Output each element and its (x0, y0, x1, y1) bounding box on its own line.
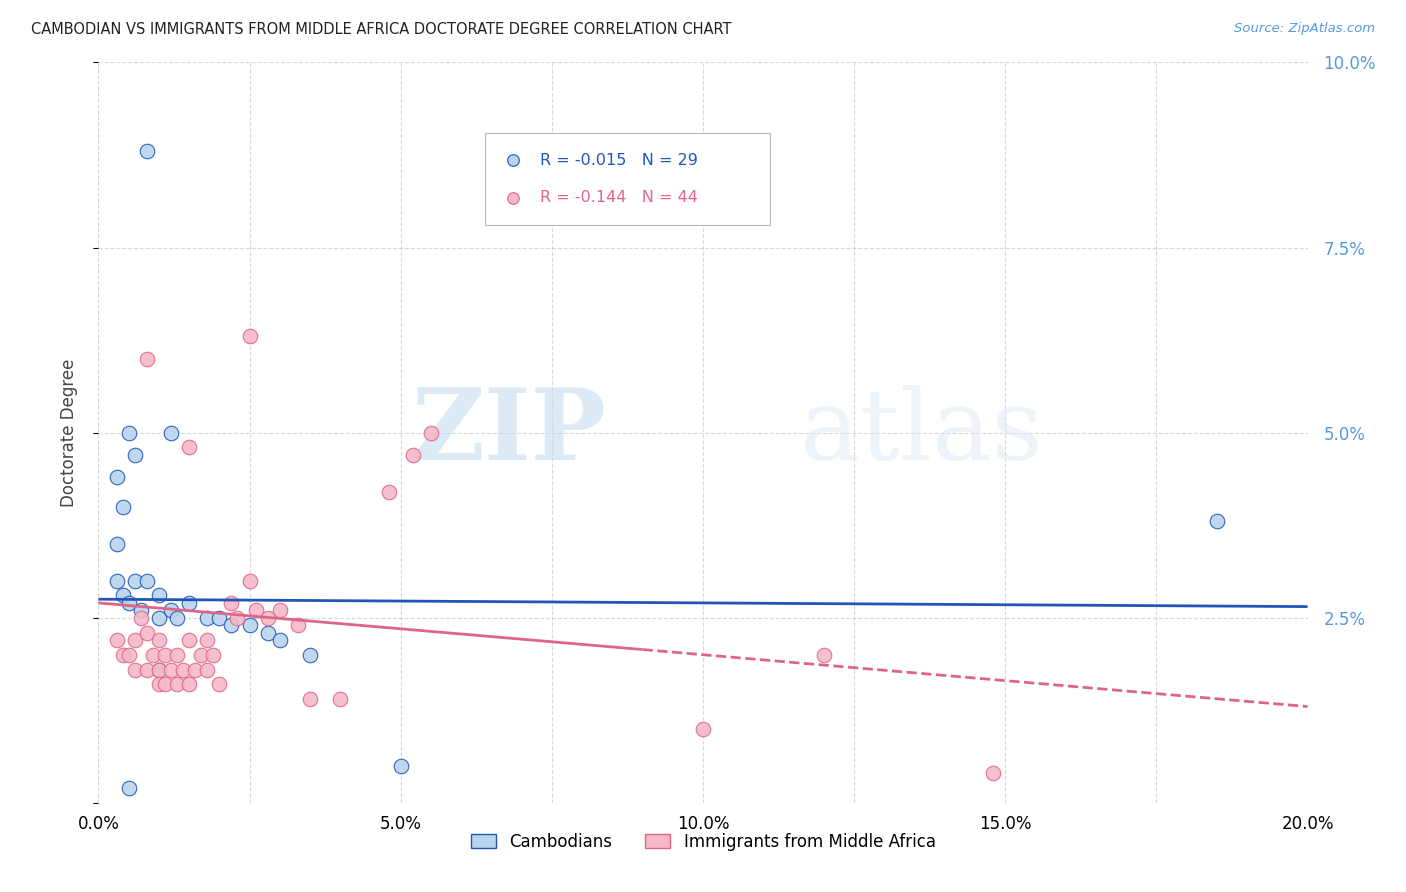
Point (111, 500, 134, 514)
Point (208, 677, 231, 691)
Point (239, 574, 262, 588)
Point (269, 603, 291, 617)
Point (153, 677, 176, 691)
Point (981, 766, 1004, 780)
Point (239, 329, 262, 343)
Point (269, 632, 291, 647)
Legend: Cambodians, Immigrants from Middle Africa: Cambodians, Immigrants from Middle Afric… (464, 826, 942, 857)
Point (813, 648, 835, 662)
Point (135, 351, 157, 366)
Point (195, 663, 218, 677)
Point (389, 758, 412, 772)
Point (160, 425, 183, 440)
Point (135, 145, 157, 159)
Point (190, 648, 212, 662)
Point (124, 632, 146, 647)
Point (124, 574, 146, 588)
Point (105, 632, 128, 647)
Point (111, 589, 134, 603)
Point (135, 574, 157, 588)
Point (420, 425, 443, 440)
Point (124, 663, 146, 677)
Point (221, 618, 243, 632)
Point (1206, 515, 1229, 529)
Point (402, 448, 425, 462)
Text: R = -0.015   N = 29: R = -0.015 N = 29 (540, 153, 697, 168)
Point (160, 603, 183, 617)
Point (148, 663, 170, 677)
Point (299, 692, 322, 706)
FancyBboxPatch shape (485, 133, 769, 226)
Point (256, 625, 278, 640)
Point (111, 648, 134, 662)
Point (179, 441, 201, 455)
Point (148, 663, 170, 677)
Point (148, 610, 170, 624)
Point (118, 596, 141, 610)
Point (118, 780, 141, 795)
Point (239, 618, 262, 632)
Point (166, 648, 188, 662)
Point (148, 677, 170, 691)
Point (105, 574, 128, 588)
Point (329, 692, 352, 706)
Point (148, 589, 170, 603)
Point (105, 536, 128, 550)
Point (166, 610, 188, 624)
Point (142, 648, 165, 662)
Point (129, 610, 152, 624)
Point (692, 722, 714, 736)
Point (166, 677, 188, 691)
Point (195, 632, 218, 647)
Point (179, 596, 201, 610)
Text: Source: ZipAtlas.com: Source: ZipAtlas.com (1234, 22, 1375, 36)
Text: R = -0.144   N = 44: R = -0.144 N = 44 (540, 190, 697, 205)
Point (153, 648, 176, 662)
Point (118, 648, 141, 662)
Point (221, 596, 243, 610)
Point (377, 484, 399, 499)
Text: atlas: atlas (800, 384, 1042, 481)
Point (148, 632, 170, 647)
Point (184, 663, 207, 677)
Point (118, 425, 141, 440)
Point (172, 663, 194, 677)
Text: ZIP: ZIP (412, 384, 606, 481)
Point (299, 648, 322, 662)
Point (129, 603, 152, 617)
Point (135, 625, 157, 640)
Point (160, 663, 183, 677)
Point (179, 677, 201, 691)
Point (195, 610, 218, 624)
Point (124, 448, 146, 462)
Point (135, 663, 157, 677)
Point (287, 618, 309, 632)
Point (226, 610, 249, 624)
Point (256, 610, 278, 624)
Point (202, 648, 225, 662)
Y-axis label: Doctorate Degree: Doctorate Degree (59, 359, 77, 507)
Point (208, 610, 231, 624)
Point (179, 632, 201, 647)
Point (105, 470, 128, 484)
Point (245, 603, 267, 617)
Text: CAMBODIAN VS IMMIGRANTS FROM MIDDLE AFRICA DOCTORATE DEGREE CORRELATION CHART: CAMBODIAN VS IMMIGRANTS FROM MIDDLE AFRI… (31, 22, 731, 37)
